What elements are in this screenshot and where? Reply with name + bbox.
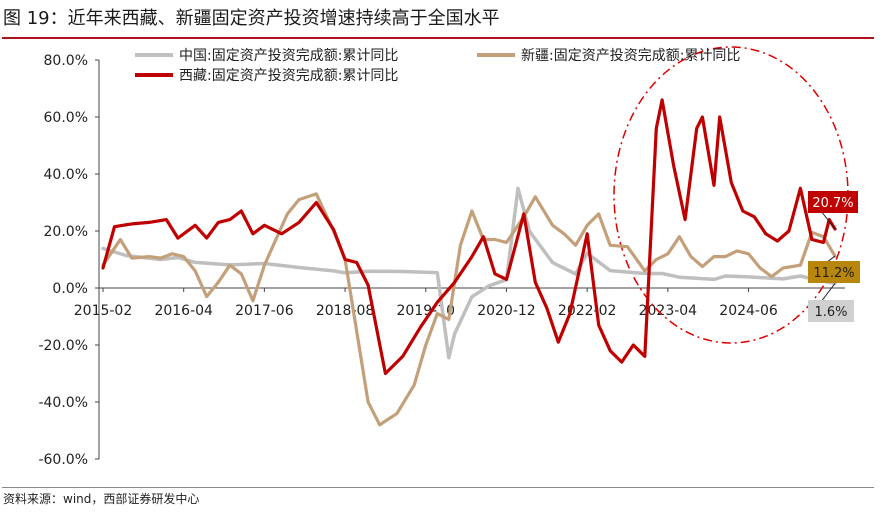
title-divider — [2, 37, 874, 39]
series-line-china — [101, 186, 837, 360]
x-tick-label: 2016-04 — [154, 303, 213, 319]
legend-label-china: 中国:固定资产投资完成额:累计同比 — [179, 48, 398, 64]
end-label-box-tibet — [808, 191, 858, 213]
source-divider — [2, 487, 874, 488]
series-line-tibet — [101, 98, 837, 376]
y-tick-label: 80.0% — [44, 53, 88, 69]
x-tick-label: 2024-06 — [719, 303, 778, 319]
y-tick-label: 20.0% — [44, 224, 88, 240]
end-label-tibet: 20.7% — [812, 196, 853, 211]
x-tick-label: 2017-06 — [235, 303, 294, 319]
series-line-xinjiang — [101, 192, 837, 427]
x-tick-label: 2020-12 — [477, 303, 536, 319]
y-tick-label: 0.0% — [52, 281, 88, 297]
x-tick-label: 2015-02 — [74, 303, 133, 319]
x-tick-label: 2018-08 — [316, 303, 375, 319]
series-layer — [101, 98, 837, 427]
y-tick-label: -60.0% — [38, 452, 88, 468]
y-tick-label: -20.0% — [38, 338, 88, 354]
end-label-box-china — [808, 300, 854, 322]
source-note: 资料来源：wind，西部证券研发中心 — [3, 492, 200, 506]
end-label-xinjiang: 11.2% — [813, 266, 854, 281]
y-tick-label: -40.0% — [38, 395, 88, 411]
y-tick-label: 60.0% — [44, 110, 88, 126]
y-tick-label: 40.0% — [44, 167, 88, 183]
x-tick-label: 2023-04 — [639, 303, 698, 319]
legend-label-xinjiang: 新疆:固定资产投资完成额:累计同比 — [521, 48, 740, 64]
x-tick-label: 2022-02 — [558, 303, 617, 319]
legend-label-tibet: 西藏:固定资产投资完成额:累计同比 — [179, 68, 398, 84]
legend: 中国:固定资产投资完成额:累计同比 新疆:固定资产投资完成额:累计同比西藏:固定资… — [135, 48, 740, 84]
end-label-box-xinjiang — [808, 261, 860, 283]
end-label-china: 1.6% — [814, 305, 847, 320]
end-labels-layer: 20.7% 11.2% 1.6% — [808, 191, 860, 322]
figure-title: 图 19：近年来西藏、新疆固定资产投资增速持续高于全国水平 — [3, 8, 500, 29]
